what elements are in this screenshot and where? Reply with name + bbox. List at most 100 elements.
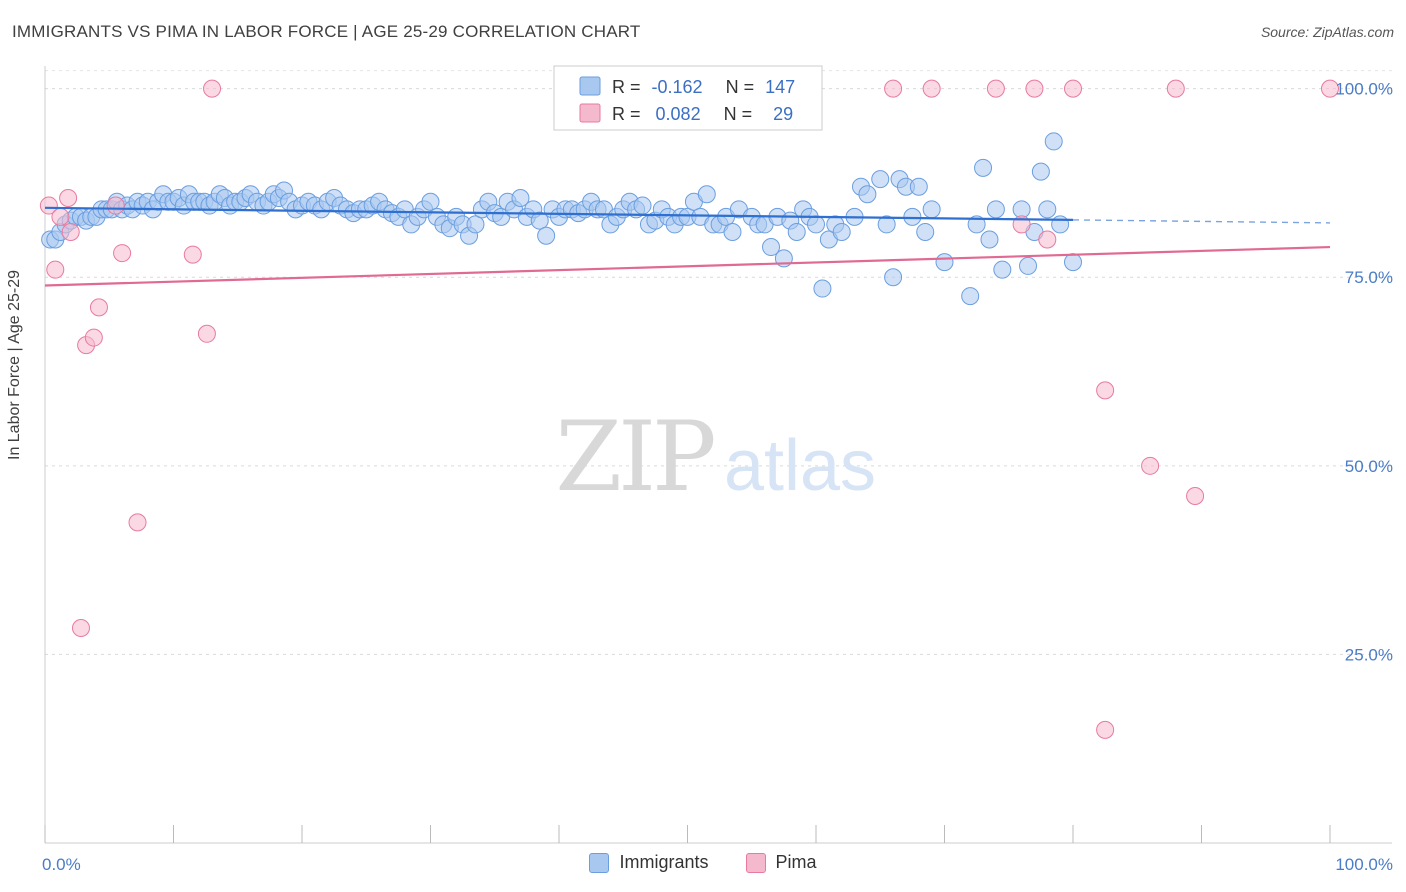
stats-legend: R = -0.162 N = 147 R = 0.082 N = 29 bbox=[553, 65, 823, 131]
stats-r-label-0: R = bbox=[612, 77, 641, 97]
stats-n-label-0: N = bbox=[726, 77, 755, 97]
stats-r-label-1: R = bbox=[612, 104, 641, 124]
point-0-135 bbox=[871, 170, 890, 189]
legend-swatch-pima bbox=[745, 852, 766, 873]
stats-n-value-0: 147 bbox=[765, 77, 795, 97]
legend-swatch-immigrants bbox=[589, 852, 610, 873]
point-0-145 bbox=[961, 287, 980, 306]
point-0-156 bbox=[1044, 132, 1063, 151]
stats-n-label-1: N = bbox=[724, 104, 753, 124]
point-0-152 bbox=[1019, 256, 1038, 275]
point-0-141 bbox=[909, 177, 928, 196]
point-1-10 bbox=[113, 244, 132, 263]
point-0-85 bbox=[530, 211, 549, 230]
point-1-21 bbox=[1064, 79, 1082, 98]
point-0-86 bbox=[537, 226, 556, 245]
legend-label-pima: Pima bbox=[775, 852, 817, 872]
point-1-9 bbox=[106, 196, 125, 215]
point-0-148 bbox=[980, 230, 999, 249]
point-0-146 bbox=[967, 215, 986, 234]
series-legend: Immigrants Pima bbox=[0, 852, 1406, 878]
point-0-155 bbox=[1038, 200, 1057, 219]
point-0-75 bbox=[466, 215, 485, 234]
point-1-13 bbox=[197, 324, 216, 343]
trend-lines bbox=[44, 206, 1331, 287]
point-0-82 bbox=[511, 189, 530, 208]
point-1-8 bbox=[89, 298, 108, 317]
point-1-3 bbox=[59, 189, 78, 208]
gridlines bbox=[45, 70, 1392, 655]
point-0-68 bbox=[421, 192, 440, 211]
y-tick-label-2: 75.0% bbox=[1345, 268, 1393, 287]
tick-labels: 25.0% 50.0% 75.0% 100.0% 0.0% 100.0% bbox=[42, 80, 1393, 874]
point-1-26 bbox=[1186, 486, 1205, 505]
point-0-120 bbox=[762, 238, 781, 257]
series-points-1 bbox=[39, 79, 1339, 739]
point-1-1 bbox=[46, 260, 65, 279]
point-0-158 bbox=[1064, 253, 1082, 272]
point-0-101 bbox=[633, 196, 652, 215]
point-1-24 bbox=[1141, 456, 1160, 475]
point-0-137 bbox=[884, 268, 903, 287]
point-0-127 bbox=[807, 215, 825, 234]
stats-n-value-1: 29 bbox=[773, 104, 793, 124]
point-0-154 bbox=[1031, 162, 1050, 181]
legend-label-immigrants: Immigrants bbox=[619, 852, 709, 872]
stats-swatch-pima bbox=[579, 103, 601, 123]
point-1-23 bbox=[1096, 720, 1115, 739]
point-1-14 bbox=[203, 79, 222, 98]
point-1-2 bbox=[51, 207, 70, 226]
point-0-131 bbox=[832, 222, 851, 241]
point-0-124 bbox=[787, 222, 806, 241]
point-1-22 bbox=[1096, 381, 1115, 400]
x-tick-label-0: 0.0% bbox=[42, 855, 81, 874]
point-0-142 bbox=[916, 222, 935, 241]
point-1-27 bbox=[1321, 79, 1339, 98]
svg-text:R = -0.162 N =: R = -0.162 N = 147 bbox=[612, 77, 795, 97]
point-0-149 bbox=[986, 200, 1005, 219]
point-1-5 bbox=[71, 619, 90, 638]
trend-line-0 bbox=[44, 206, 1074, 221]
point-0-128 bbox=[813, 279, 832, 298]
point-1-16 bbox=[922, 79, 941, 98]
source-credit: Source: ZipAtlas.com bbox=[1260, 24, 1394, 40]
point-1-11 bbox=[128, 513, 147, 532]
axes bbox=[44, 66, 1392, 844]
watermark-atlas: atlas bbox=[724, 426, 876, 506]
y-tick-label-0: 25.0% bbox=[1345, 645, 1393, 664]
point-0-143 bbox=[922, 200, 941, 219]
x-tick-label-1: 100.0% bbox=[1335, 855, 1393, 874]
point-1-12 bbox=[183, 245, 202, 264]
point-1-4 bbox=[61, 222, 80, 241]
y-tick-label-3: 100.0% bbox=[1335, 80, 1393, 99]
point-0-115 bbox=[723, 222, 742, 241]
point-0-151 bbox=[1012, 200, 1031, 219]
point-1-0 bbox=[39, 196, 58, 215]
point-1-20 bbox=[1038, 230, 1057, 249]
watermark: ZIP atlas bbox=[555, 401, 876, 513]
point-0-144 bbox=[935, 253, 954, 272]
stats-swatch-immigrants bbox=[579, 76, 601, 96]
legend-item-immigrants: Immigrants bbox=[589, 852, 708, 873]
stats-r-value-0: -0.162 bbox=[652, 77, 703, 97]
legend-item-pima: Pima bbox=[745, 852, 817, 873]
point-1-25 bbox=[1166, 79, 1185, 98]
point-1-19 bbox=[1025, 79, 1044, 98]
svg-text:R = 0.082 N =: R = 0.082 N = 29 bbox=[612, 104, 793, 124]
watermark-zip: ZIP bbox=[555, 401, 714, 513]
point-0-111 bbox=[697, 185, 716, 204]
point-1-7 bbox=[84, 328, 103, 347]
point-0-147 bbox=[974, 158, 993, 177]
trend-line-dashed-0 bbox=[1072, 219, 1331, 224]
point-0-134 bbox=[858, 185, 877, 204]
trend-line-1 bbox=[44, 245, 1331, 287]
chart-title: IMMIGRANTS VS PIMA IN LABOR FORCE | AGE … bbox=[12, 22, 641, 41]
point-1-15 bbox=[884, 79, 903, 98]
y-tick-label-1: 50.0% bbox=[1345, 457, 1393, 476]
stats-r-value-1: 0.082 bbox=[656, 104, 701, 124]
point-0-150 bbox=[993, 260, 1012, 279]
point-0-136 bbox=[877, 215, 896, 234]
point-1-17 bbox=[986, 79, 1005, 98]
point-0-157 bbox=[1051, 215, 1070, 234]
